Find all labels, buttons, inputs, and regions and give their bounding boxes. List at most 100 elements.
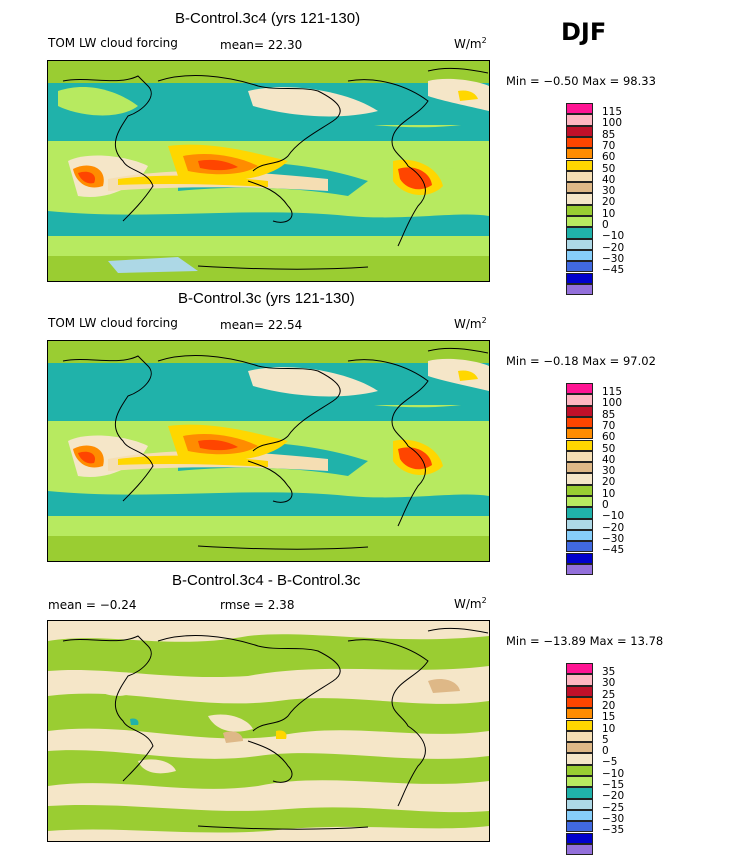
colorbar-swatch [566, 832, 593, 844]
colorbar-tick-label: −5 [602, 756, 618, 769]
colorbar-tick-label: 0 [602, 745, 609, 758]
panel3-units: W/m2 [454, 596, 487, 611]
colorbar-swatch [566, 170, 593, 183]
colorbar-swatch [566, 272, 593, 284]
colorbar-tick-label: −45 [602, 264, 625, 277]
colorbar-tick-label: 20 [602, 196, 616, 209]
panel1-title: B-Control.3c4 (yrs 121-130) [175, 10, 361, 27]
colorbar-swatch [566, 730, 593, 743]
colorbar-tick-label: 20 [602, 476, 616, 489]
colorbar-tick-label: 25 [602, 688, 616, 701]
colorbar-tick-label: 20 [602, 699, 616, 712]
colorbar-swatch [566, 742, 593, 754]
panel2-mean: mean= 22.54 [220, 318, 303, 332]
colorbar-tick-label: −30 [602, 252, 625, 265]
colorbar-tick-label: 60 [602, 431, 616, 444]
colorbar-tick-label: −20 [602, 521, 625, 534]
panel1-units: W/m2 [454, 36, 487, 51]
panel2-field: TOM LW cloud forcing [48, 316, 178, 330]
colorbar-swatch [566, 283, 593, 296]
colorbar-tick-label: 100 [602, 397, 623, 410]
colorbar-swatch [566, 552, 593, 564]
colorbar-tick-label: −45 [602, 544, 625, 557]
colorbar-swatch [566, 809, 593, 822]
colorbar-swatch [566, 136, 593, 149]
panel3-map [47, 620, 490, 842]
colorbar-swatch [566, 405, 593, 417]
colorbar-tick-label: −30 [602, 812, 625, 825]
colorbar-tick-label: 30 [602, 185, 616, 198]
panel3-mean: mean = −0.24 [48, 598, 137, 612]
colorbar-tick-label: 30 [602, 465, 616, 478]
colorbar-swatch [566, 216, 593, 228]
colorbar-tick-label: 115 [602, 386, 623, 398]
colorbar-tick-label: −35 [602, 824, 625, 837]
colorbar-tick-label: 10 [602, 207, 616, 220]
panel2-map [47, 340, 490, 562]
colorbar-swatch [566, 708, 593, 720]
colorbar-tick-label: 40 [602, 453, 616, 466]
colorbar-swatch [566, 843, 593, 855]
colorbar-swatch [566, 563, 593, 576]
colorbar-swatch [566, 125, 593, 137]
panel2-units: W/m2 [454, 316, 487, 331]
colorbar-tick-label: 0 [602, 499, 609, 511]
colorbar-swatch [566, 450, 593, 463]
colorbar-swatch [566, 249, 593, 262]
colorbar-tick-label: −20 [602, 241, 625, 254]
panel3-minmax: Min = −13.89 Max = 13.78 [506, 634, 664, 648]
colorbar-swatch [566, 518, 593, 530]
colorbar-swatch [566, 541, 593, 553]
colorbar-swatch [566, 753, 593, 765]
colorbar-tick-label: 115 [602, 106, 623, 118]
colorbar-tick-label: 85 [602, 128, 616, 141]
colorbar-swatch [566, 798, 593, 810]
colorbar-tick-label: 100 [602, 117, 623, 130]
colorbar-swatch [566, 674, 593, 686]
colorbar-tick-label: 10 [602, 487, 616, 500]
colorbar-tick-label: −10 [602, 510, 625, 523]
colorbar-tick-label: 35 [602, 666, 616, 678]
colorbar-swatch [566, 764, 593, 776]
colorbar-tick-label: −10 [602, 230, 625, 243]
colorbar-tick-label: −20 [602, 790, 625, 803]
colorbar-tick-label: 50 [602, 442, 616, 455]
panel3-title: B-Control.3c4 - B-Control.3c [172, 572, 361, 589]
colorbar-tick-label: 50 [602, 162, 616, 175]
colorbar-tick-label: 30 [602, 677, 616, 690]
panel1-map [47, 60, 490, 282]
colorbar-swatch [566, 719, 593, 731]
colorbar-swatch [566, 787, 593, 799]
colorbar-tick-label: −30 [602, 532, 625, 545]
colorbar-swatch [566, 696, 593, 709]
colorbar-swatch [566, 439, 593, 451]
colorbar-tick-label: −10 [602, 767, 625, 780]
colorbar-swatch [566, 685, 593, 697]
colorbar-swatch [566, 204, 593, 216]
colorbar-swatch [566, 507, 593, 519]
panel3-rmse: rmse = 2.38 [220, 598, 295, 612]
colorbar-swatch [566, 529, 593, 542]
colorbar-tick-label: 70 [602, 139, 616, 152]
colorbar-swatch [566, 428, 593, 440]
colorbar-swatch [566, 238, 593, 250]
colorbar-swatch [566, 148, 593, 160]
colorbar-swatch [566, 496, 593, 508]
panel2-minmax: Min = −0.18 Max = 97.02 [506, 354, 656, 368]
colorbar-swatch [566, 159, 593, 171]
colorbar-tick-label: 60 [602, 151, 616, 164]
season-label: DJF [561, 18, 607, 46]
panel1-minmax: Min = −0.50 Max = 98.33 [506, 74, 656, 88]
colorbar-tick-label: 40 [602, 173, 616, 186]
colorbar-swatch [566, 776, 593, 788]
colorbar-swatch [566, 227, 593, 239]
colorbar-swatch [566, 416, 593, 429]
colorbar-tick-label: 70 [602, 419, 616, 432]
colorbar-tick-label: 85 [602, 408, 616, 421]
colorbar-tick-label: 5 [602, 733, 609, 746]
panel1-field: TOM LW cloud forcing [48, 36, 178, 50]
colorbar-swatch [566, 182, 593, 194]
colorbar-swatch [566, 821, 593, 833]
colorbar-swatch [566, 383, 593, 395]
colorbar-tick-label: 0 [602, 219, 609, 231]
